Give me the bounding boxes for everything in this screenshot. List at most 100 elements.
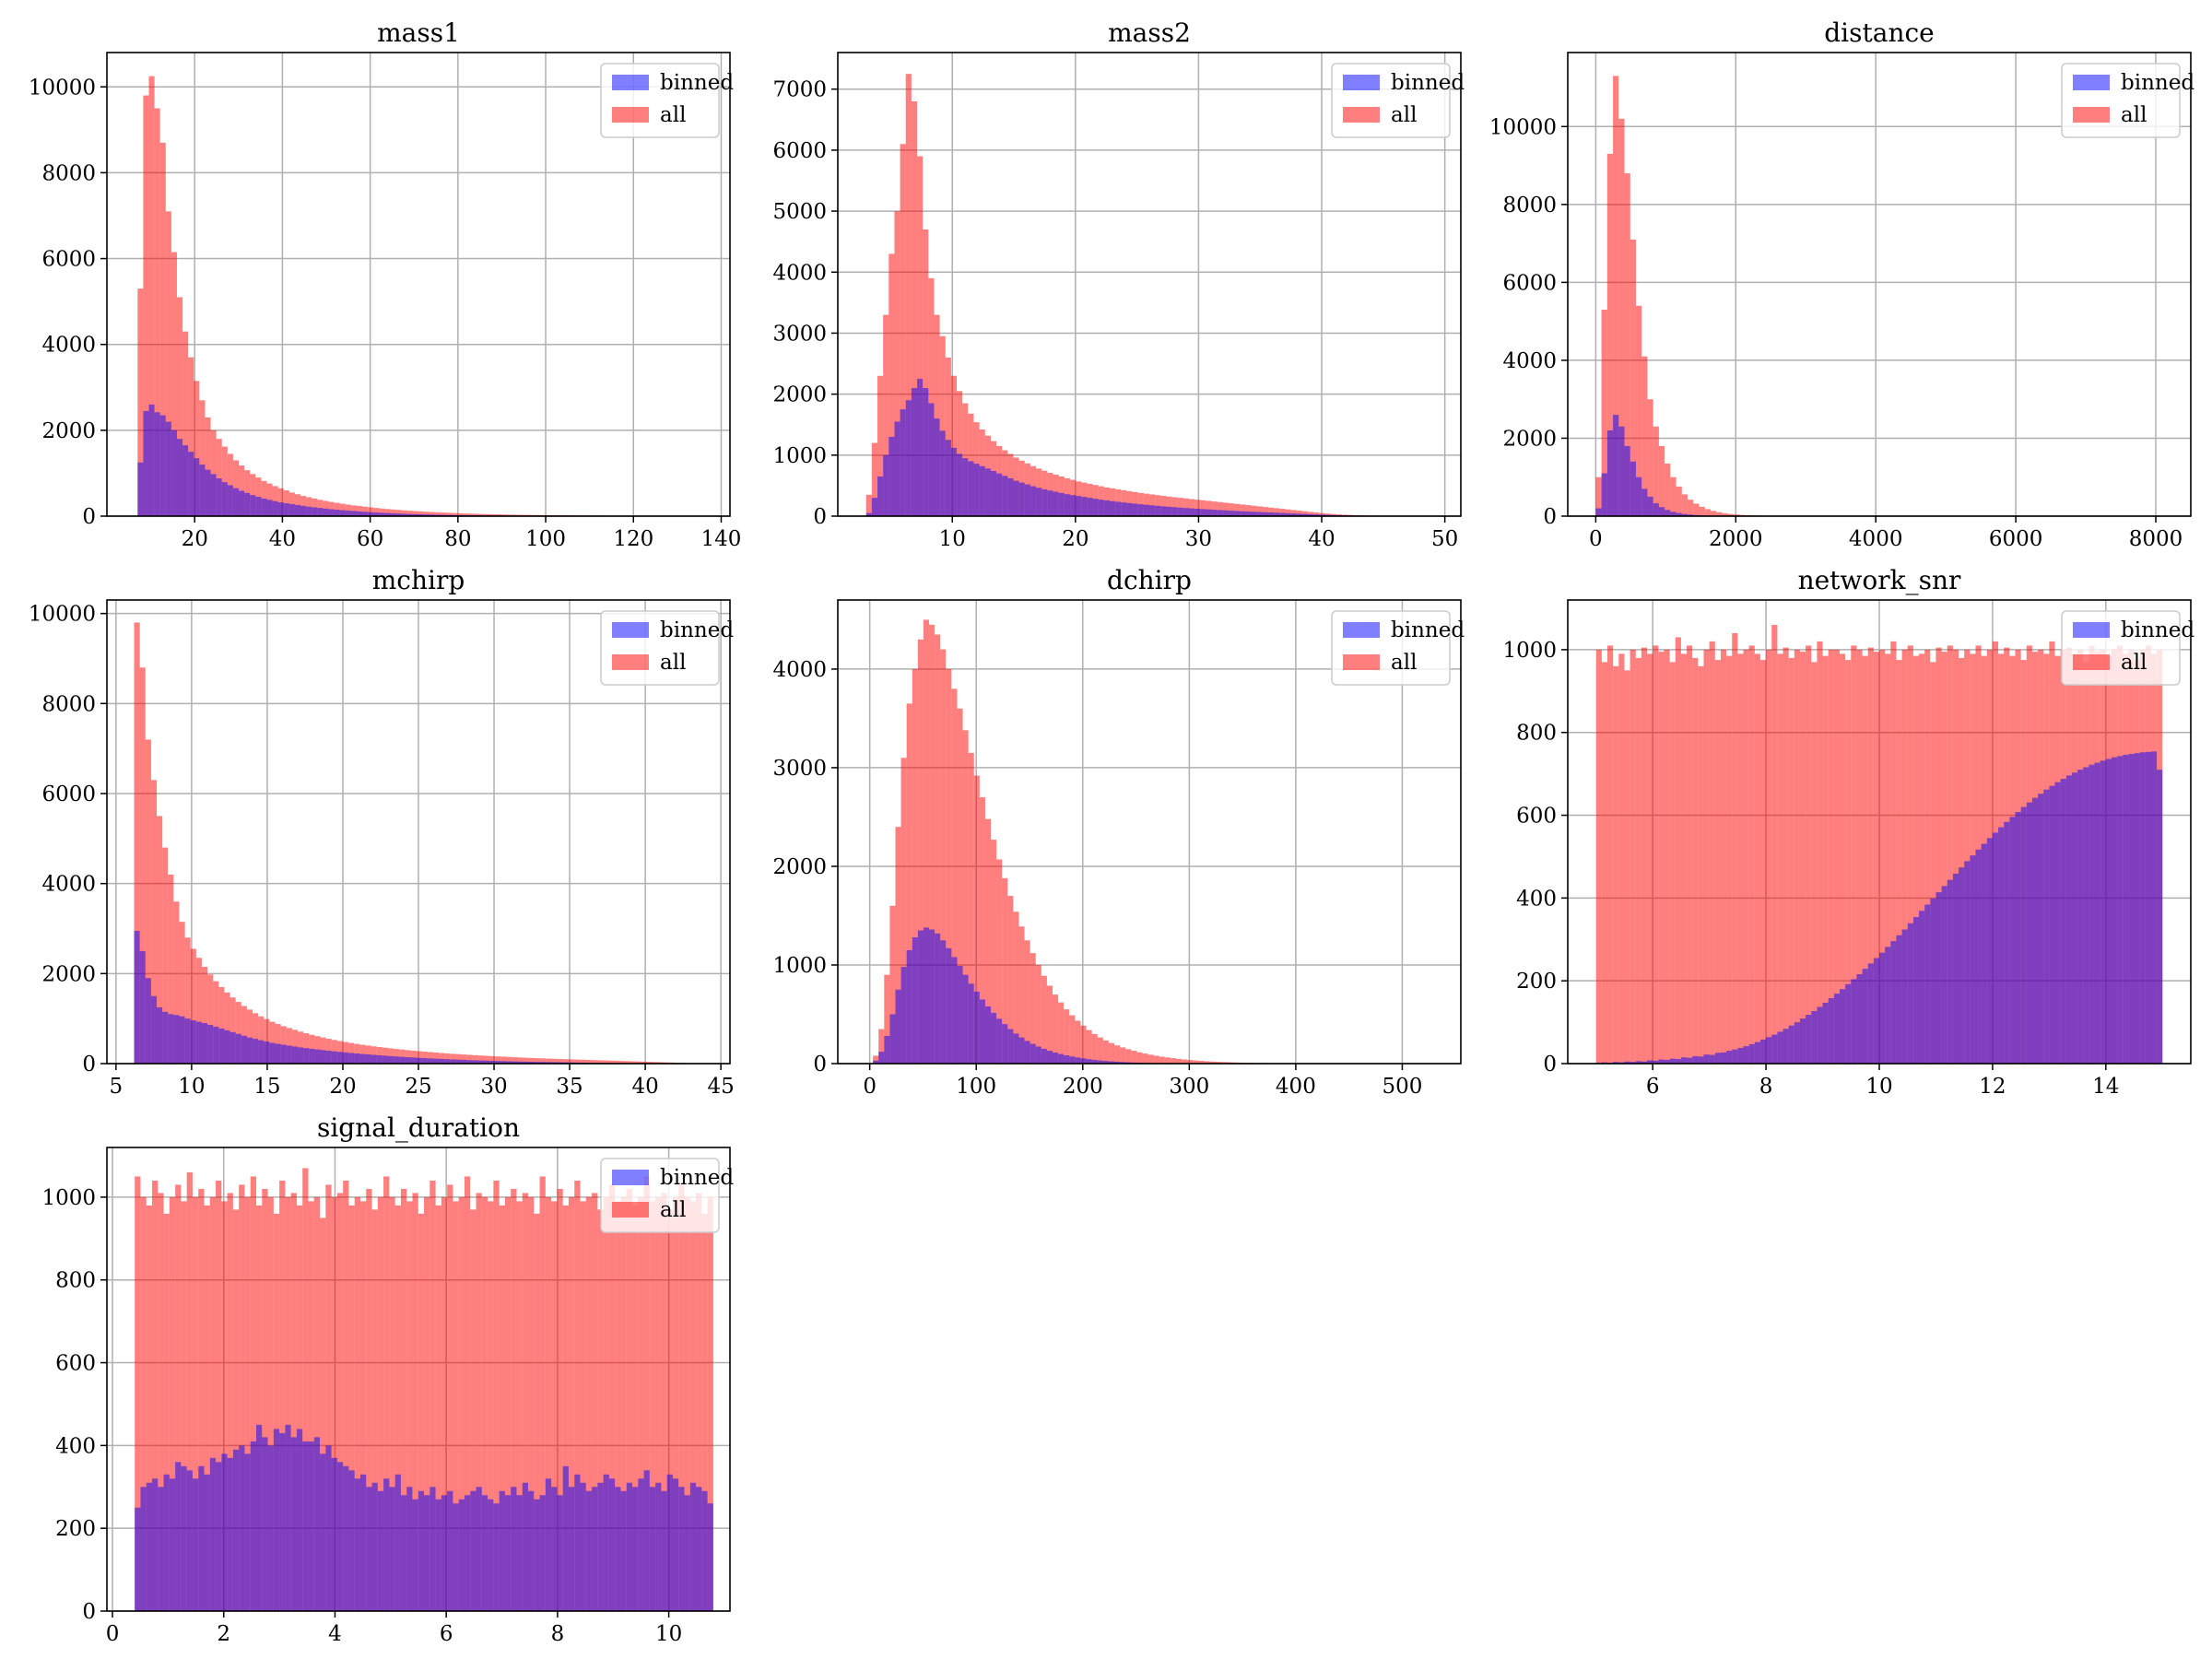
bar-binned [528, 1062, 535, 1064]
bar-binned [900, 409, 906, 516]
bar-all [1274, 508, 1280, 516]
bar-binned [135, 1507, 141, 1611]
bar-all [486, 513, 492, 516]
y-tick-label: 200 [1516, 970, 1557, 994]
bar-binned [957, 453, 963, 516]
bar-all [1907, 645, 1913, 1064]
bar-binned [984, 1006, 992, 1064]
series-binned [137, 404, 700, 516]
bar-all [900, 144, 906, 517]
bar-all [1766, 649, 1772, 1064]
bar-binned [336, 1462, 344, 1611]
legend: binned all [1331, 610, 1465, 686]
chart-title: distance [1824, 18, 1934, 48]
bar-binned [638, 1478, 644, 1611]
bar-all [1862, 655, 1868, 1064]
bar-all [535, 1058, 541, 1064]
bar-all [390, 509, 396, 516]
bar-all [389, 1196, 395, 1611]
bar-all [504, 1196, 512, 1611]
bar-binned [489, 1060, 496, 1064]
bar-binned [348, 1470, 355, 1611]
bar-all [210, 429, 217, 516]
bar-all [946, 668, 952, 1064]
chart-distance: 0 2000 4000 6000 8000 10000 0 2000 4000 6000 8000 d… [1489, 18, 2194, 551]
bar-binned [643, 1470, 650, 1611]
bar-all [1839, 653, 1846, 1064]
bar-binned [1308, 513, 1314, 516]
bar-all [452, 512, 458, 516]
bar-binned [707, 1503, 713, 1611]
series-all [873, 619, 1361, 1064]
bar-all [568, 1196, 575, 1611]
bar-all [229, 997, 236, 1064]
bar-all [1086, 1030, 1092, 1064]
bar-all [1198, 1061, 1205, 1064]
bar-binned [991, 1012, 997, 1064]
bar-binned [511, 1487, 517, 1611]
bar-all [1885, 653, 1891, 1064]
bar-binned [255, 497, 262, 516]
bar-binned [1081, 497, 1088, 516]
bar-all [643, 1176, 650, 1611]
bar-binned [516, 1495, 523, 1611]
bar-binned [1132, 503, 1138, 516]
bar-binned [968, 983, 974, 1064]
bar-binned [216, 478, 222, 516]
chart-title: mchirp [372, 565, 465, 595]
legend-label-all: all [660, 1198, 686, 1222]
y-tick-label: 6000 [41, 782, 96, 806]
bar-binned [1839, 989, 1846, 1064]
bar-all [540, 1058, 547, 1064]
bar-all [1155, 495, 1161, 516]
bar-all [626, 1188, 633, 1611]
bar-binned [2088, 764, 2095, 1064]
x-tick-label: 8000 [2129, 527, 2183, 551]
bar-all [410, 1050, 417, 1064]
x-tick-label: 35 [556, 1075, 582, 1099]
bar-binned [1624, 445, 1630, 516]
bar-binned [213, 1026, 219, 1064]
bar-all [464, 1176, 471, 1611]
bar-binned [1885, 947, 1891, 1064]
bar-all [1058, 1002, 1065, 1064]
bar-binned [1635, 477, 1642, 516]
x-tick-label: 100 [525, 527, 566, 551]
y-tick-label: 4000 [41, 334, 96, 358]
chart-title: dchirp [1107, 565, 1192, 595]
bar-all [145, 739, 151, 1064]
bar-binned [184, 1018, 191, 1064]
bar-binned [649, 1487, 656, 1611]
bar-all [313, 1196, 321, 1611]
bar-all [1182, 1059, 1188, 1064]
bar-binned [1856, 973, 1863, 1064]
bar-binned [1080, 1058, 1087, 1064]
bar-all [173, 901, 180, 1064]
bar-binned [1670, 512, 1677, 516]
bar-all [1716, 512, 1723, 516]
bar-all [1624, 670, 1630, 1064]
bar-binned [250, 1441, 256, 1611]
bar-all [213, 981, 219, 1064]
bar-all [1136, 1052, 1143, 1064]
bar-binned [1936, 892, 1942, 1064]
bar-binned [461, 1059, 467, 1064]
bar-binned [145, 978, 151, 1064]
y-tick-label: 6000 [41, 248, 96, 272]
bar-all [1737, 653, 1744, 1064]
bar-binned [441, 1495, 448, 1611]
bar-binned [188, 452, 194, 516]
bar-binned [1959, 867, 1965, 1064]
bar-all [273, 1213, 280, 1611]
bar-all [636, 1061, 642, 1064]
bar-all [1664, 649, 1670, 1064]
bar-all [188, 357, 194, 516]
y-tick-label: 3000 [772, 322, 827, 346]
bar-binned [432, 1058, 440, 1064]
bar-binned [2150, 751, 2158, 1064]
bar-all [150, 780, 158, 1064]
bar-binned [1986, 838, 1993, 1064]
y-tick-label: 3000 [772, 757, 827, 781]
bar-binned [523, 1061, 529, 1064]
bar-all [1675, 637, 1681, 1064]
